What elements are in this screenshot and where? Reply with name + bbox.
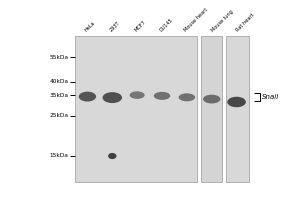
Ellipse shape (203, 95, 220, 103)
Ellipse shape (178, 93, 195, 101)
Text: 293T: 293T (109, 21, 121, 33)
Text: 35kDa: 35kDa (50, 93, 68, 98)
Text: Mouse lung: Mouse lung (210, 9, 234, 33)
Bar (201, 36, 222, 182)
Text: 25kDa: 25kDa (50, 113, 68, 118)
Text: Snail: Snail (262, 94, 280, 100)
Ellipse shape (154, 92, 170, 100)
Ellipse shape (227, 97, 246, 107)
Text: 40kDa: 40kDa (50, 79, 68, 84)
Text: HeLa: HeLa (84, 21, 96, 33)
Ellipse shape (79, 92, 96, 102)
Bar (75, 36, 197, 182)
Text: Mouse heart: Mouse heart (183, 7, 209, 33)
Text: 55kDa: 55kDa (50, 55, 68, 60)
Ellipse shape (108, 153, 116, 159)
Ellipse shape (103, 92, 122, 103)
Text: 15kDa: 15kDa (50, 153, 68, 158)
Text: DU145: DU145 (158, 18, 174, 33)
Text: Rat heart: Rat heart (235, 13, 255, 33)
Text: MCF7: MCF7 (134, 20, 147, 33)
Bar (226, 36, 249, 182)
Ellipse shape (130, 91, 145, 99)
